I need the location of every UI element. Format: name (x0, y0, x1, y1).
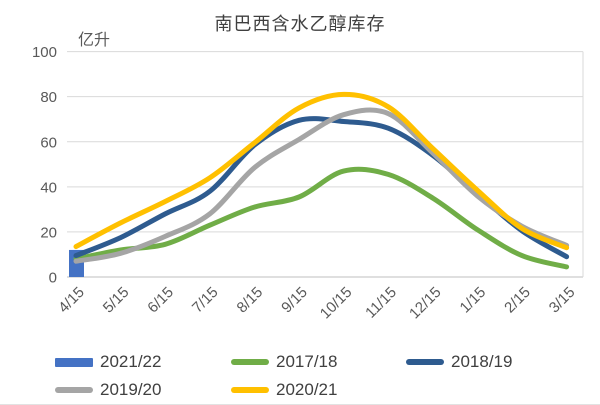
x-axis-tick-label: 9/15 (278, 284, 311, 317)
x-axis-tick-label: 4/15 (55, 284, 88, 317)
legend-row-1: 2021/22 2017/18 2018/19 (0, 349, 600, 375)
legend-item-2019-20: 2019/20 (55, 377, 161, 403)
legend-item-2021-22: 2021/22 (55, 349, 161, 375)
legend-label-2020-21: 2020/21 (276, 380, 338, 399)
y-axis-tick-label: 100 (32, 44, 57, 61)
y-axis-tick-label: 0 (49, 270, 57, 287)
legend-swatch-2021-22 (55, 357, 93, 367)
legend-label-2018-19: 2018/19 (451, 352, 513, 371)
legend-label-2017-18: 2017/18 (276, 352, 338, 371)
x-axis-tick-label: 3/15 (546, 284, 579, 317)
x-axis-tick-label: 11/15 (362, 284, 400, 322)
series-line-2020-21 (73, 91, 570, 251)
legend-item-2017-18: 2017/18 (231, 349, 337, 375)
y-axis-tick-label: 80 (40, 89, 57, 106)
series-line-2018-19 (73, 116, 570, 260)
series-line-2017-18 (73, 166, 570, 270)
chart-title: 南巴西含水乙醇库存 (214, 14, 386, 35)
x-axis-tick-label: 5/15 (100, 284, 133, 317)
x-axis-tick-label: 8/15 (234, 284, 267, 317)
x-axis-tick-label: 2/15 (501, 284, 534, 317)
legend-item-2020-21: 2020/21 (231, 377, 337, 403)
series-line-2019-20 (73, 107, 570, 264)
y-axis-unit-label: 亿升 (78, 30, 111, 49)
y-axis-tick-label: 60 (40, 134, 57, 151)
x-axis-tick-label: 12/15 (406, 284, 445, 323)
legend-swatch-2019-20 (55, 387, 93, 393)
x-axis-tick-label: 6/15 (144, 284, 177, 317)
legend-label-2019-20: 2019/20 (100, 380, 162, 399)
legend-row-2: 2019/20 2020/21 (0, 377, 600, 403)
x-axis-tick-label: 7/15 (189, 284, 222, 317)
legend-swatch-2017-18 (231, 359, 269, 365)
x-axis-tick-label: 10/15 (317, 284, 356, 323)
y-axis-tick-label: 40 (40, 179, 57, 196)
y-axis-tick-label: 20 (40, 224, 57, 241)
legend-swatch-2020-21 (231, 387, 269, 393)
plot-area: 0 20 40 60 80 100 4/15 5/15 6/15 7/15 8/15 9/15 10/1… (32, 44, 584, 323)
legend-swatch-2018-19 (406, 359, 444, 365)
legend-label-2021-22: 2021/22 (100, 352, 162, 371)
x-axis-tick-label: 1/15 (457, 284, 490, 317)
legend-item-2018-19: 2018/19 (406, 349, 512, 375)
